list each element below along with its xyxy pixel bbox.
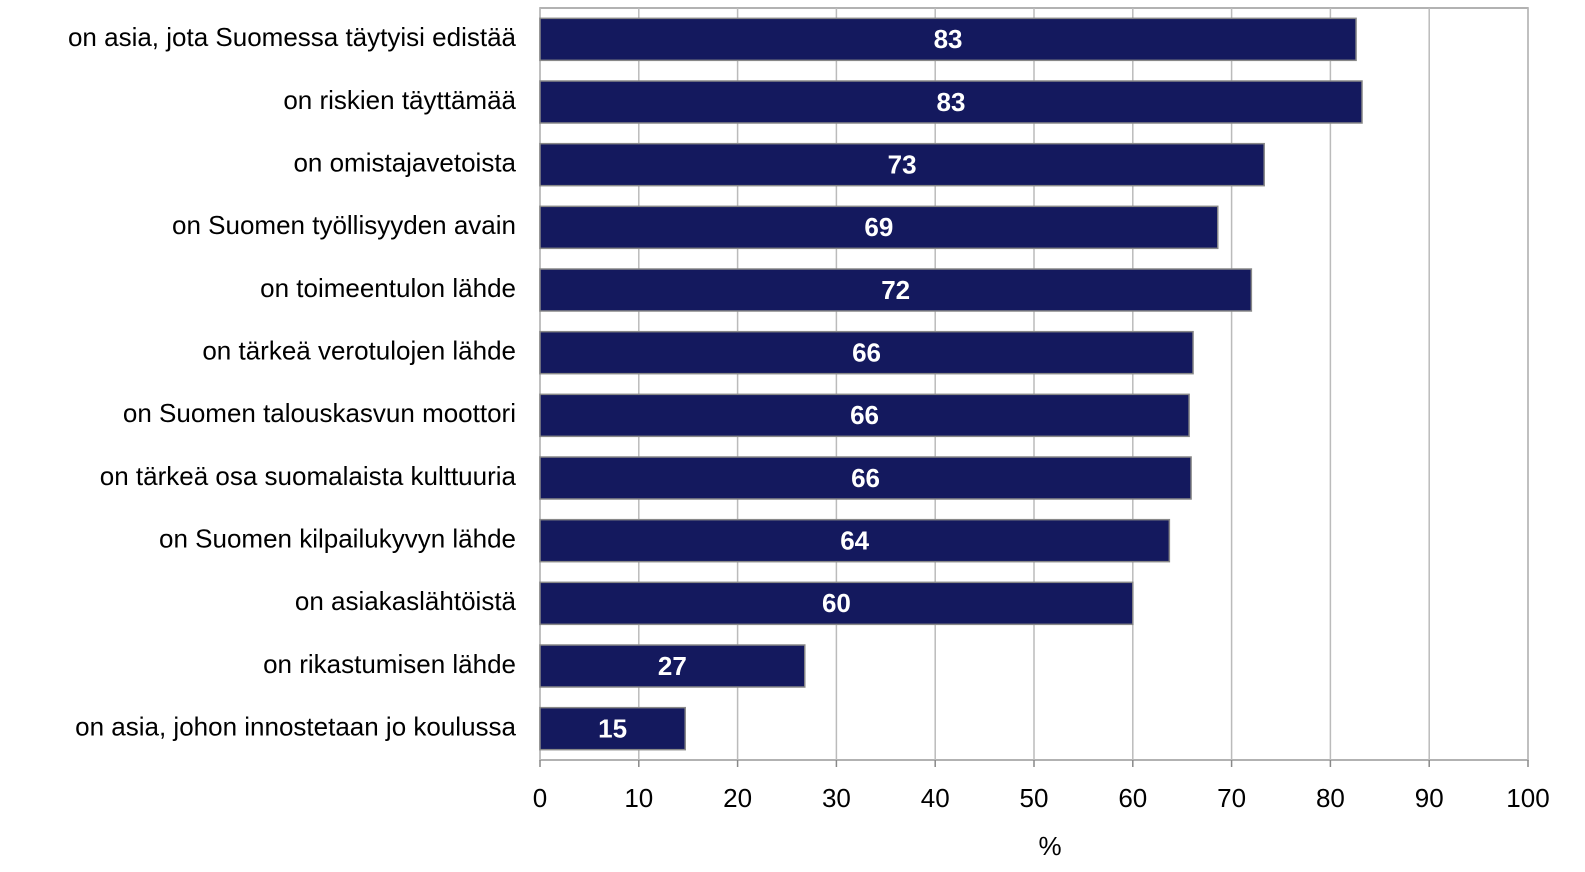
data-label: 27 <box>658 651 687 681</box>
x-tick-label: 70 <box>1217 783 1246 813</box>
data-label: 69 <box>864 212 893 242</box>
bar <box>539 268 1253 312</box>
bar <box>539 393 1190 438</box>
x-tick-label: 50 <box>1020 783 1049 813</box>
y-tick-label: on Suomen talouskasvun moottori <box>123 398 516 428</box>
bar <box>539 518 1171 563</box>
x-tick-label: 20 <box>723 783 752 813</box>
x-tick-label: 0 <box>533 783 547 813</box>
bar <box>539 644 806 688</box>
y-tick-label: on asia, jota Suomessa täytyisi edistää <box>68 22 517 52</box>
data-label: 66 <box>851 463 880 493</box>
x-tick-label: 30 <box>822 783 851 813</box>
y-tick-label: on asiakaslähtöistä <box>295 586 517 616</box>
x-tick-label: 40 <box>921 783 950 813</box>
data-label: 64 <box>840 526 869 556</box>
y-tick-label: on toimeentulon lähde <box>260 273 516 303</box>
bar <box>539 17 1357 62</box>
data-label: 72 <box>881 275 910 305</box>
y-tick-label: on asia, johon innostetaan jo koulussa <box>75 712 516 742</box>
data-label: 83 <box>937 87 966 117</box>
bar <box>539 581 1134 626</box>
x-tick-label: 10 <box>624 783 653 813</box>
y-tick-label: on omistajavetoista <box>293 148 516 178</box>
x-axis-label: % <box>1038 831 1061 861</box>
bar <box>539 706 686 751</box>
y-tick-label: on tärkeä osa suomalaista kulttuuria <box>100 461 517 491</box>
data-label: 66 <box>852 338 881 368</box>
y-tick-label: on riskien täyttämää <box>283 85 516 115</box>
data-label: 73 <box>888 150 917 180</box>
x-tick-label: 100 <box>1506 783 1549 813</box>
x-tick-label: 90 <box>1415 783 1444 813</box>
data-label: 66 <box>850 400 879 430</box>
bar <box>539 80 1363 124</box>
bar <box>539 456 1192 500</box>
x-tick-label: 80 <box>1316 783 1345 813</box>
x-tick-label: 60 <box>1118 783 1147 813</box>
y-tick-label: on Suomen kilpailukyvyn lähde <box>159 524 516 554</box>
bar <box>539 205 1219 250</box>
y-tick-label: on Suomen työllisyyden avain <box>172 210 516 240</box>
y-tick-label: on rikastumisen lähde <box>263 649 516 679</box>
bar <box>539 330 1194 375</box>
data-label: 15 <box>598 714 627 744</box>
y-tick-label: on tärkeä verotulojen lähde <box>202 336 516 366</box>
bar <box>539 142 1265 187</box>
data-label: 60 <box>822 588 851 618</box>
data-label: 83 <box>934 24 963 54</box>
